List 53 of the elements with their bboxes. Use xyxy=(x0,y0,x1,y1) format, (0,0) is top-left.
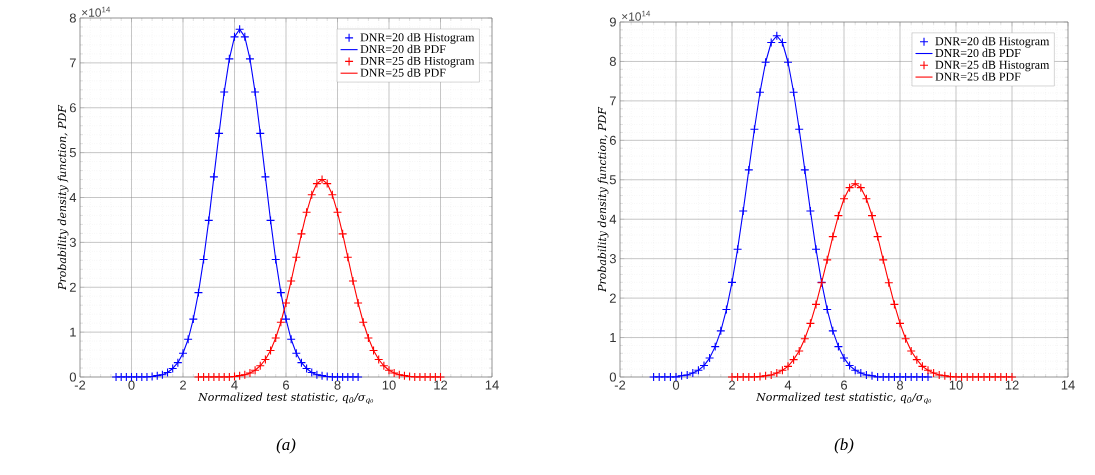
x-tick-label: 4 xyxy=(231,380,238,390)
y-axis-title: Probability density function, PDF xyxy=(597,106,609,293)
x-tick-label: 6 xyxy=(283,380,290,390)
text: (a) xyxy=(276,438,296,454)
y-tick-label: 3 xyxy=(609,254,616,264)
x-tick-label: 12 xyxy=(1005,380,1019,390)
x-tick-label: 2 xyxy=(180,380,186,390)
x-tick-label: 8 xyxy=(896,380,904,390)
legend-label: DNR=25 dB PDF xyxy=(360,68,446,77)
x-tick-label: 2 xyxy=(729,380,735,390)
y-tick-label: 8 xyxy=(69,13,76,23)
x-tick-label: 12 xyxy=(434,380,448,390)
y-tick-label: 0 xyxy=(69,372,76,382)
x-tick-label: -2 xyxy=(614,380,626,390)
y-tick-label: 8 xyxy=(609,56,616,67)
y-tick-label: 7 xyxy=(609,96,616,106)
x-tick-label: 14 xyxy=(1061,380,1075,390)
text: (b) xyxy=(834,438,854,454)
legend-label: DNR=20 dB Histogram xyxy=(935,36,1050,48)
text: ×10$^{14}$ xyxy=(82,6,111,17)
x-tick-label: 6 xyxy=(841,380,848,390)
x-tick-label: 10 xyxy=(382,380,396,390)
x-tick-label: 8 xyxy=(334,380,341,390)
y-tick-label: 1 xyxy=(70,327,76,337)
legend-label: DNR=25 dB Histogram xyxy=(360,56,475,68)
legend-label: DNR=25 dB Histogram xyxy=(935,60,1050,72)
x-tick-label: 4 xyxy=(784,380,792,390)
y-tick-label: 6 xyxy=(609,135,616,145)
y-tick-label: 2 xyxy=(69,282,76,292)
y-axis-title: Probability density function, PDF xyxy=(57,104,69,291)
x-tick-label: 0 xyxy=(672,380,680,390)
y-tick-label: 5 xyxy=(69,148,76,158)
x-axis-title: Normalized test statistic, q$_{0}$/σ$_{q₀}$ xyxy=(197,392,374,405)
y-tick-label: 9 xyxy=(609,17,616,27)
y-tick-label: 0 xyxy=(609,372,616,382)
x-tick-label: 0 xyxy=(128,380,135,390)
legend-label: DNR=20 dB Histogram xyxy=(360,32,475,44)
y-tick-label: 4 xyxy=(69,193,77,202)
y-tick-label: 2 xyxy=(609,293,616,303)
x-tick-label: 14 xyxy=(485,380,499,390)
x-tick-label: 10 xyxy=(949,380,963,390)
legend-label: DNR=20 dB PDF xyxy=(935,48,1021,58)
y-tick-label: 1 xyxy=(610,333,616,343)
y-tick-label: 6 xyxy=(69,103,76,113)
y-tick-label: 7 xyxy=(69,58,76,68)
y-tick-label: 5 xyxy=(609,175,616,185)
legend-label: DNR=25 dB PDF xyxy=(935,72,1021,81)
y-tick-label: 3 xyxy=(69,237,76,247)
x-tick-label: -2 xyxy=(74,380,86,390)
x-axis-title: Normalized test statistic, q$_{0}$/σ$_{q₀}$ xyxy=(755,392,932,405)
y-tick-label: 4 xyxy=(609,214,617,224)
legend-label: DNR=20 dB PDF xyxy=(360,44,446,54)
text: ×10$^{14}$ xyxy=(622,10,651,21)
